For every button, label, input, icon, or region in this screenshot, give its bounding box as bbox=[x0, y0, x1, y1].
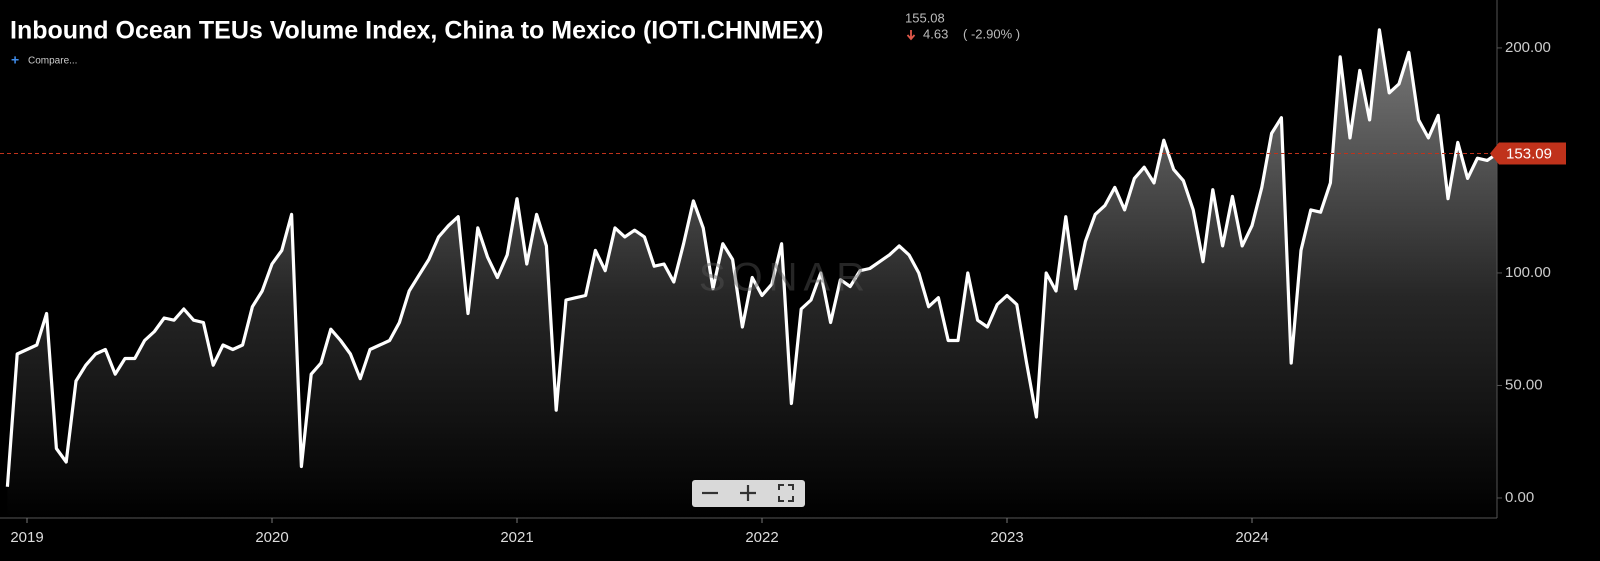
header-change-pct: ( -2.90% ) bbox=[963, 26, 1020, 41]
x-tick-label: 2019 bbox=[10, 529, 43, 546]
plot-area bbox=[5, 28, 1498, 519]
y-tick-label: 100.00 bbox=[1505, 264, 1551, 281]
y-tick-label: 200.00 bbox=[1505, 39, 1551, 56]
watermark: SONAR bbox=[699, 256, 871, 300]
x-tick-label: 2023 bbox=[990, 529, 1023, 546]
last-value-badge bbox=[1490, 142, 1566, 165]
y-tick-label: 50.00 bbox=[1505, 376, 1543, 393]
x-tick-label: 2022 bbox=[745, 529, 778, 546]
x-tick-label: 2024 bbox=[1235, 529, 1268, 546]
last-value-label: 153.09 bbox=[1506, 145, 1552, 162]
fullscreen-button[interactable] bbox=[778, 484, 794, 502]
down-arrow-icon bbox=[906, 30, 916, 41]
zoom-in-button[interactable] bbox=[740, 485, 756, 501]
header-change: 4.63 bbox=[923, 26, 948, 41]
compare-plus-icon[interactable]: + bbox=[11, 52, 19, 68]
zoom-controls bbox=[692, 480, 805, 507]
line bbox=[5, 28, 1498, 487]
x-tick-label: 2020 bbox=[255, 529, 288, 546]
x-tick-label: 2021 bbox=[500, 529, 533, 546]
header-value: 155.08 bbox=[905, 10, 945, 25]
compare-button[interactable]: Compare... bbox=[28, 56, 77, 67]
chart-title: Inbound Ocean TEUs Volume Index, China t… bbox=[10, 17, 824, 45]
y-tick-label: 0.00 bbox=[1505, 489, 1534, 506]
area bbox=[7, 29, 1497, 519]
